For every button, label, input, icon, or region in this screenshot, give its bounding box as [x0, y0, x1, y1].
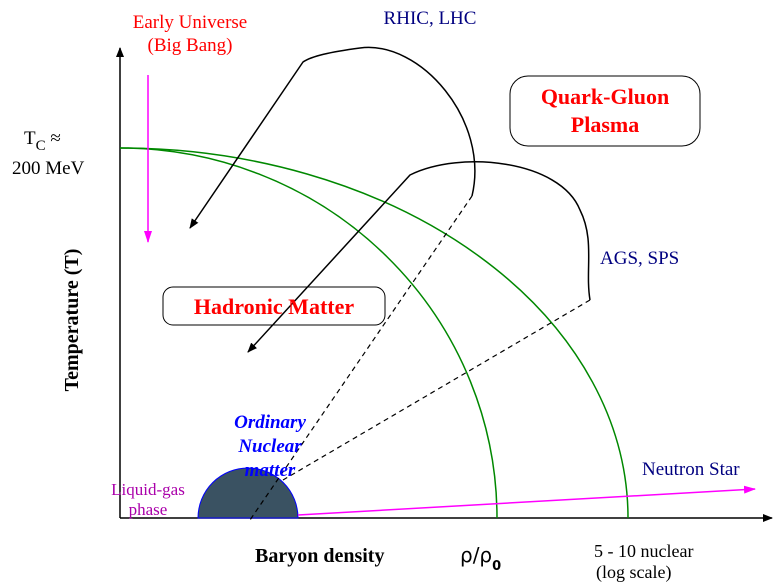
qgp-box	[509, 75, 701, 147]
axis-title: Baryon density	[255, 545, 384, 567]
label: (log scale)	[596, 562, 671, 583]
label: 200 MeV	[12, 158, 85, 179]
label: C	[36, 138, 46, 154]
label: RHIC, LHC	[384, 8, 477, 29]
label: Plasma	[571, 112, 639, 137]
ags-dashed	[282, 299, 591, 481]
label: phase	[129, 500, 168, 519]
phase-boundary	[119, 147, 498, 519]
label: Nuclear	[237, 436, 302, 457]
rhic-trajectory	[189, 46, 476, 229]
label: Ordinary	[234, 412, 306, 433]
label: Liquid-gas	[111, 480, 185, 499]
label: Neutron Star	[642, 459, 740, 480]
ags-trajectory	[247, 161, 591, 353]
nuclear-matter	[197, 467, 299, 519]
neutron-star-arrow	[297, 485, 756, 516]
label: Hadronic Matter	[194, 294, 355, 319]
tc-label: TC ≈	[24, 128, 61, 154]
label: AGS, SPS	[600, 248, 679, 269]
label: 5 - 10 nuclear	[594, 541, 693, 561]
label: ρ/ρ	[460, 543, 492, 567]
label: (Big Bang)	[148, 35, 233, 56]
phase-boundary	[119, 147, 629, 519]
label: 0	[492, 559, 501, 574]
label: T	[24, 128, 36, 149]
rho-label: ρ/ρ0	[460, 543, 501, 574]
axis-title: Temperature (T)	[61, 249, 83, 392]
label: Early Universe	[133, 12, 247, 33]
rhic-dashed	[249, 195, 473, 521]
hadronic-box	[162, 286, 386, 326]
label: Quark-Gluon	[541, 84, 669, 109]
label: ≈	[46, 128, 61, 149]
label: matter	[245, 460, 296, 481]
